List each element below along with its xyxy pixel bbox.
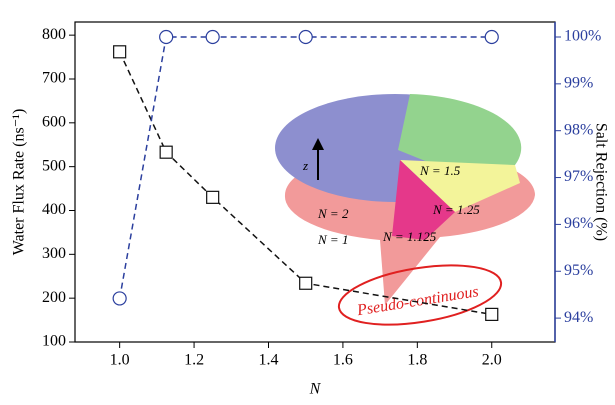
marker	[159, 145, 173, 159]
inset-label: N = 1.25	[432, 202, 480, 217]
annotation-ellipse	[337, 264, 503, 326]
pie-slice	[400, 160, 520, 212]
x-axis-label: N	[309, 381, 322, 398]
marker	[298, 29, 313, 45]
inset-label: N = 2	[317, 206, 349, 221]
marker	[484, 29, 499, 45]
y2-tick-label: 100%	[564, 28, 601, 45]
inset-arrow-head	[312, 138, 324, 150]
x-tick-label: 1.6	[333, 352, 353, 369]
marker	[159, 29, 174, 45]
pie-slice	[398, 94, 522, 175]
x-tick-label: 1.4	[258, 352, 278, 369]
y-tick-label: 100	[42, 333, 66, 350]
y2-tick-label: 95%	[564, 262, 593, 279]
y-axis-label: Water Flux Rate (ns⁻¹)	[11, 109, 28, 256]
y-tick-label: 800	[42, 26, 66, 43]
x-tick-label: 1.2	[184, 352, 204, 369]
y2-tick-label: 98%	[564, 121, 593, 138]
y-tick-label: 400	[42, 201, 66, 218]
pie-slice	[392, 160, 455, 240]
marker	[205, 29, 220, 45]
x-tick-label: 2.0	[482, 352, 502, 369]
x-tick-label: 1.0	[110, 352, 130, 369]
marker	[112, 291, 127, 306]
y2-tick-label: 94%	[564, 309, 593, 326]
marker	[206, 190, 220, 204]
y2-tick-label: 96%	[564, 215, 593, 232]
y-tick-label: 300	[42, 245, 66, 262]
inset-label: N = 1.5	[419, 163, 461, 178]
y2-tick-label: 97%	[564, 168, 593, 185]
x-tick-label: 1.8	[407, 352, 427, 369]
marker	[113, 45, 127, 59]
y-tick-label: 500	[42, 157, 66, 174]
y2-axis-label: Salt Rejection (%)	[592, 123, 609, 241]
y2-tick-label: 99%	[564, 75, 593, 92]
inset-pie: N = 1.5 N = 1.25 N = 2 N = 1 N = 1.125 z	[275, 94, 535, 305]
y-tick-label: 200	[42, 289, 66, 306]
inset-label: N = 1	[317, 232, 348, 247]
inset-label: N = 1.125	[382, 229, 437, 244]
inset-axis-label: z	[302, 158, 308, 173]
marker	[299, 276, 313, 290]
y-tick-label: 600	[42, 113, 66, 130]
y-tick-label: 700	[42, 70, 66, 87]
marker	[485, 307, 499, 321]
